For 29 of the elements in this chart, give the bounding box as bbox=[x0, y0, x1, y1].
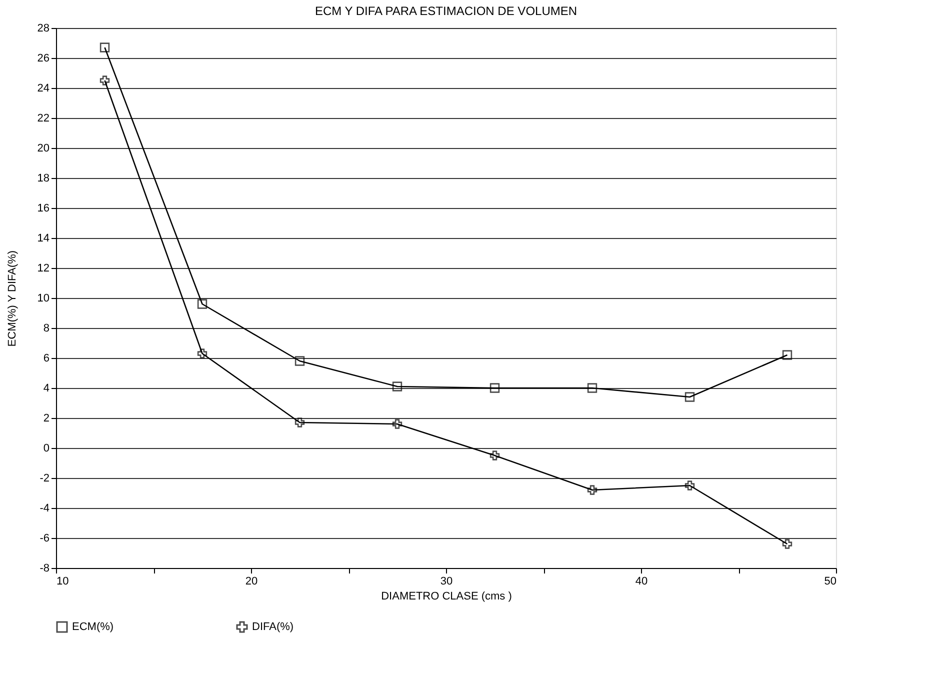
y-tick-label: -8 bbox=[40, 562, 50, 574]
y-tick-label: 22 bbox=[37, 112, 50, 124]
legend-label: DIFA(%) bbox=[252, 621, 294, 633]
y-tick-label: 8 bbox=[43, 322, 50, 334]
x-tick-label: 40 bbox=[635, 576, 648, 588]
x-tick-label: 50 bbox=[824, 576, 836, 588]
x-tick-label: 30 bbox=[440, 576, 453, 588]
y-tick-label: 28 bbox=[37, 22, 50, 34]
y-tick-label: 16 bbox=[37, 202, 50, 214]
y-tick-label: -6 bbox=[40, 532, 50, 544]
y-axis-title: ECM(%) Y DIFA(%) bbox=[6, 250, 18, 347]
x-tick-label: 20 bbox=[245, 576, 258, 588]
y-tick-label: 12 bbox=[37, 262, 50, 274]
y-tick-label: 20 bbox=[37, 142, 50, 154]
chart-title: ECM Y DIFA PARA ESTIMACION DE VOLUMEN bbox=[314, 4, 578, 18]
y-tick-label: 0 bbox=[43, 442, 50, 454]
y-tick-label: 14 bbox=[37, 232, 50, 244]
y-tick-label: 10 bbox=[37, 292, 50, 304]
y-tick-label: 2 bbox=[43, 412, 50, 424]
x-tick-label: 10 bbox=[56, 576, 69, 588]
y-tick-label: 4 bbox=[43, 382, 50, 394]
y-tick-label: 6 bbox=[43, 352, 50, 364]
y-tick-label: 18 bbox=[37, 172, 50, 184]
y-tick-label: -2 bbox=[40, 472, 50, 484]
y-tick-label: -4 bbox=[40, 502, 50, 514]
y-tick-label: 24 bbox=[37, 82, 50, 94]
y-tick-label: 26 bbox=[37, 52, 50, 64]
legend-label: ECM(%) bbox=[72, 621, 114, 633]
x-axis-title: DIAMETRO CLASE (cms ) bbox=[381, 590, 512, 602]
